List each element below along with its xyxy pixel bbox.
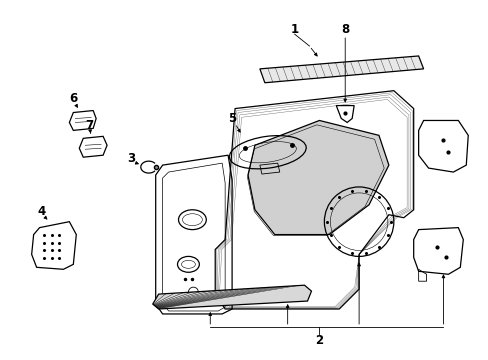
Text: 4: 4 [38, 205, 45, 218]
Polygon shape [247, 121, 388, 235]
Text: 5: 5 [227, 112, 236, 125]
Text: 3: 3 [126, 152, 135, 165]
Text: 8: 8 [341, 23, 348, 36]
Text: 2: 2 [315, 334, 323, 347]
Polygon shape [152, 285, 311, 309]
Text: 6: 6 [69, 92, 77, 105]
Polygon shape [259, 56, 423, 83]
Text: 7: 7 [85, 119, 93, 132]
Text: 1: 1 [290, 23, 298, 36]
